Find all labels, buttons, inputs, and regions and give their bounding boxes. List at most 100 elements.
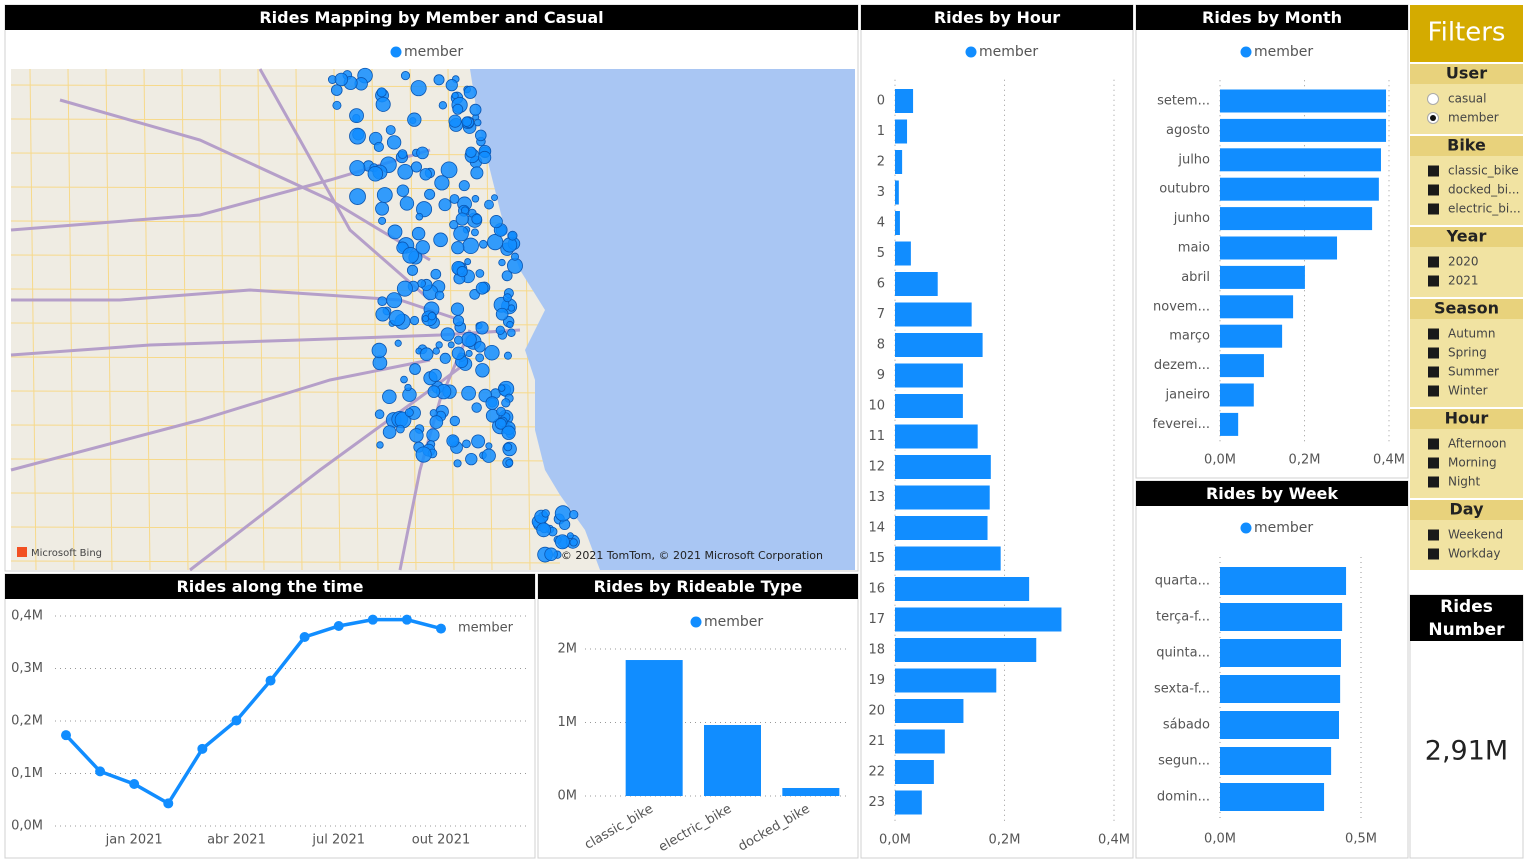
map-bubble bbox=[451, 241, 465, 255]
y-tick-label: 16 bbox=[868, 582, 885, 597]
bar bbox=[1220, 236, 1338, 260]
filter-option[interactable]: Autumn bbox=[1448, 327, 1495, 341]
point bbox=[197, 743, 208, 754]
filter-option[interactable]: Night bbox=[1448, 475, 1481, 489]
legend-label: member bbox=[1254, 520, 1313, 536]
y-tick-label: 9 bbox=[877, 368, 885, 383]
filter-option[interactable]: 2021 bbox=[1448, 274, 1479, 288]
map-bubble bbox=[484, 199, 494, 210]
map-bubble bbox=[415, 240, 430, 255]
point bbox=[333, 620, 344, 631]
filter-option[interactable]: member bbox=[1448, 111, 1499, 125]
bar bbox=[895, 699, 964, 723]
filter-option[interactable]: classic_bike bbox=[1448, 164, 1519, 178]
filter-option[interactable]: Spring bbox=[1448, 346, 1487, 360]
bar bbox=[1220, 118, 1387, 142]
map-bubble bbox=[501, 425, 516, 440]
checkbox[interactable] bbox=[1428, 366, 1439, 378]
checkbox[interactable] bbox=[1428, 184, 1439, 196]
map-bubble bbox=[375, 306, 390, 322]
map-bubble bbox=[452, 103, 464, 115]
map-bubble bbox=[434, 175, 450, 191]
y-tick-label: 12 bbox=[868, 460, 885, 475]
map-bubble bbox=[502, 293, 512, 303]
y-tick-label: 4 bbox=[877, 216, 885, 231]
filter-option[interactable]: Weekend bbox=[1448, 528, 1503, 542]
point bbox=[401, 614, 412, 625]
legend-label: member bbox=[404, 44, 463, 60]
map-bubble bbox=[439, 352, 451, 364]
map-bubble bbox=[481, 448, 496, 463]
line bbox=[64, 617, 442, 806]
checkbox[interactable] bbox=[1428, 529, 1439, 541]
bar bbox=[895, 394, 963, 418]
map-bubble bbox=[404, 383, 412, 392]
y-tick-label: 8 bbox=[877, 338, 885, 353]
map-bubble bbox=[400, 375, 408, 384]
map-bubble bbox=[454, 335, 464, 345]
point bbox=[436, 623, 446, 634]
map-bubble bbox=[491, 194, 498, 202]
map-bubble bbox=[496, 406, 506, 417]
filter-option[interactable]: Afternoon bbox=[1448, 437, 1507, 451]
map-bubble bbox=[399, 196, 415, 211]
map-bubble bbox=[462, 439, 471, 449]
checkbox[interactable] bbox=[1428, 256, 1439, 268]
checkbox[interactable] bbox=[1428, 457, 1439, 469]
checkbox[interactable] bbox=[1428, 347, 1439, 359]
bar bbox=[1220, 354, 1264, 378]
y-tick-label: 2 bbox=[877, 155, 885, 170]
map-bubble bbox=[453, 225, 469, 242]
panel-title: Rides by Month bbox=[1202, 8, 1342, 27]
y-tick-label: 15 bbox=[868, 551, 885, 566]
street bbox=[10, 560, 561, 564]
map-bubble bbox=[485, 442, 493, 450]
bar bbox=[1220, 711, 1340, 739]
checkbox[interactable] bbox=[1428, 476, 1439, 488]
checkbox[interactable] bbox=[1428, 548, 1439, 560]
map-bubble bbox=[402, 247, 419, 264]
map-provider: Microsoft Bing bbox=[31, 548, 102, 559]
filter-option[interactable]: 2020 bbox=[1448, 255, 1479, 269]
map-bubble bbox=[566, 532, 574, 540]
checkbox[interactable] bbox=[1428, 165, 1439, 177]
map-bubble bbox=[385, 125, 396, 135]
map-bubble bbox=[435, 341, 443, 349]
radio-button[interactable] bbox=[1427, 93, 1439, 105]
map-bubble bbox=[373, 141, 384, 152]
map-bubble bbox=[433, 74, 445, 86]
bar bbox=[895, 455, 991, 479]
y-tick-label: 20 bbox=[868, 704, 885, 719]
bar bbox=[895, 333, 983, 357]
checkbox[interactable] bbox=[1428, 203, 1439, 215]
map-bubble bbox=[503, 351, 512, 360]
checkbox[interactable] bbox=[1428, 275, 1439, 287]
bar bbox=[1220, 675, 1341, 703]
y-tick-label: 0,0M bbox=[11, 819, 43, 834]
filter-option[interactable]: Workday bbox=[1448, 547, 1500, 561]
checkbox[interactable] bbox=[1428, 438, 1439, 450]
filter-option[interactable]: Morning bbox=[1448, 456, 1497, 470]
filter-option[interactable]: casual bbox=[1448, 92, 1487, 106]
bar bbox=[1220, 148, 1381, 172]
map-bubble bbox=[471, 434, 486, 449]
filter-option[interactable]: Winter bbox=[1448, 384, 1488, 398]
legend-dot bbox=[1240, 46, 1252, 58]
map-bubble bbox=[387, 224, 403, 240]
y-tick-label: outubro bbox=[1159, 182, 1210, 197]
map-bubble bbox=[367, 166, 384, 182]
filter-option[interactable]: electric_bi... bbox=[1448, 202, 1521, 216]
map-bubble bbox=[433, 232, 448, 248]
map-bubble bbox=[475, 281, 489, 295]
map-bubble bbox=[475, 269, 485, 278]
filters-title: Filters bbox=[1428, 18, 1506, 48]
checkbox[interactable] bbox=[1428, 385, 1439, 397]
street bbox=[257, 68, 265, 571]
panel-title: Rides along the time bbox=[176, 577, 363, 596]
map-bubble bbox=[446, 434, 460, 448]
filter-option[interactable]: docked_bi... bbox=[1448, 183, 1519, 197]
map-bubble bbox=[569, 538, 578, 547]
checkbox[interactable] bbox=[1428, 328, 1439, 340]
filter-option[interactable]: Summer bbox=[1448, 365, 1499, 379]
